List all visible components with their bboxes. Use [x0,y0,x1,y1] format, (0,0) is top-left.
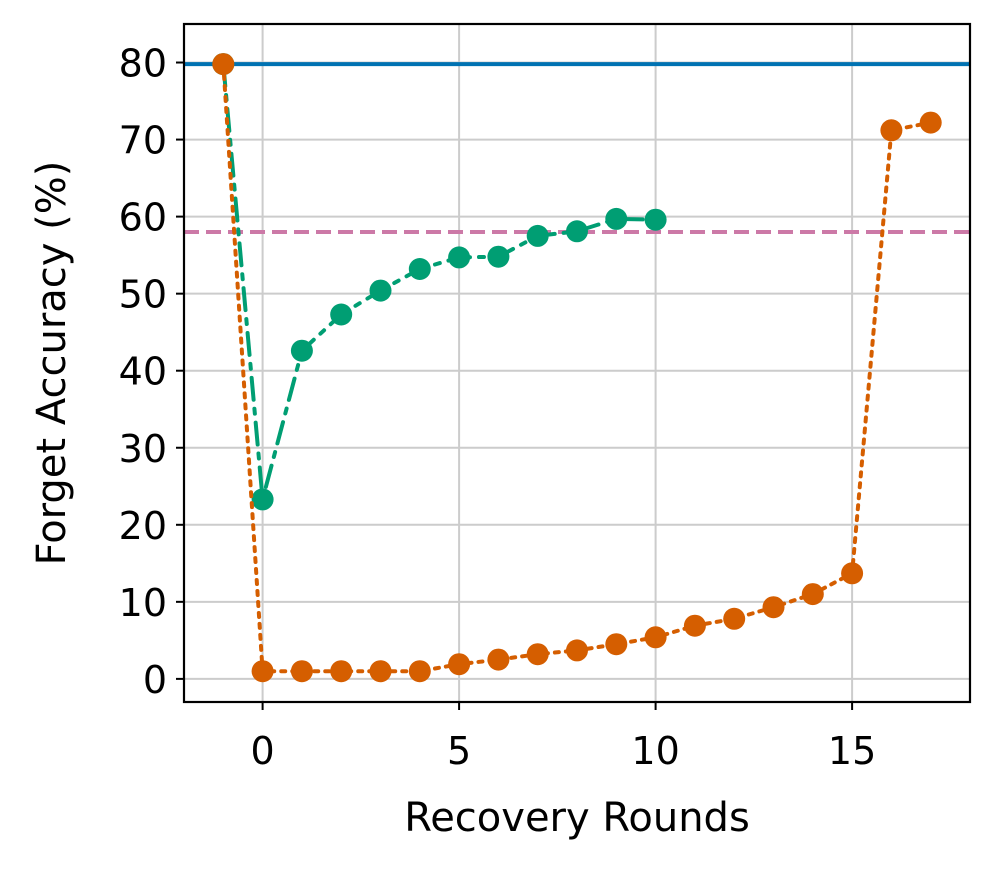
data-point [290,339,313,362]
data-point [369,660,392,683]
data-point [212,53,235,76]
data-point [605,633,628,656]
x-tick-label: 10 [631,729,679,773]
data-point [330,660,353,683]
data-point [841,562,864,585]
data-point [526,224,549,247]
y-axis-label: Forget Accuracy (%) [29,161,75,566]
data-point [644,626,667,649]
data-point [448,246,471,269]
grid-lines [184,24,970,702]
data-point [487,245,510,268]
data-series [212,53,942,683]
y-tick-label: 40 [119,350,167,394]
data-point [762,596,785,619]
y-tick-label: 80 [119,42,167,86]
series-line [221,62,658,500]
y-tick-label: 70 [119,119,167,163]
x-tick-label: 0 [251,729,275,773]
data-point [290,660,313,683]
data-point [723,607,746,630]
series-1 [212,53,667,511]
data-point [801,583,824,606]
y-tick-label: 50 [119,273,167,317]
data-point [605,207,628,230]
x-axis-label: Recovery Rounds [404,795,750,841]
data-point [448,653,471,676]
data-point [683,614,706,637]
data-point [644,208,667,231]
data-point [330,303,353,326]
data-point [880,119,903,142]
data-point [408,258,431,280]
series-2 [212,53,942,683]
data-point [487,648,510,671]
data-point [566,220,588,243]
plot-frame [182,22,972,704]
reference-lines [184,62,970,235]
data-point [369,279,392,302]
y-tick-label: 10 [119,581,167,625]
data-point [526,643,549,666]
data-point [251,488,274,511]
data-point [566,639,588,662]
x-tick-label: 5 [447,729,471,773]
data-point [919,111,942,134]
data-point [251,660,274,683]
data-point [408,660,431,683]
axis-ticks: 0 5 10 15 0 10 20 30 40 50 60 70 80 [119,42,877,773]
x-tick-label: 15 [828,729,876,773]
y-tick-label: 0 [143,658,167,702]
series-line [221,62,933,674]
y-tick-label: 60 [119,196,167,240]
y-tick-label: 20 [119,504,167,548]
y-tick-label: 30 [119,427,167,471]
